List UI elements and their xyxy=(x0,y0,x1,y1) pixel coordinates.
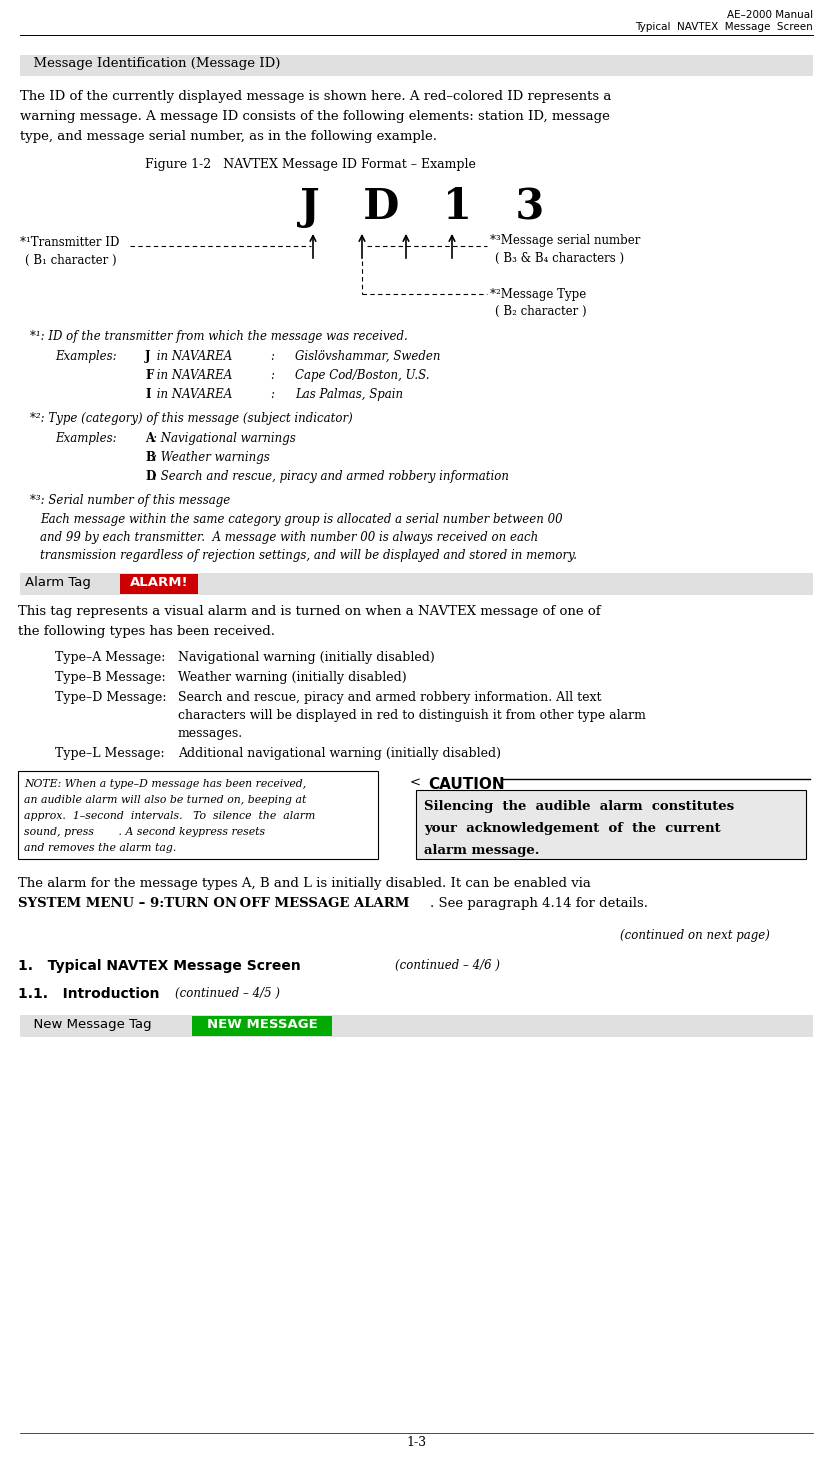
Text: NOTE: When a type–D message has been received,: NOTE: When a type–D message has been rec… xyxy=(24,779,307,789)
Text: *²: Type (category) of this message (subject indicator): *²: Type (category) of this message (sub… xyxy=(30,412,352,425)
Text: Message Identification (Message ID): Message Identification (Message ID) xyxy=(25,57,281,70)
Text: :: : xyxy=(270,370,274,381)
Text: CAUTION: CAUTION xyxy=(428,777,505,792)
Text: J: J xyxy=(145,351,151,362)
Bar xyxy=(18,771,378,859)
Text: *¹Transmitter ID: *¹Transmitter ID xyxy=(20,237,119,248)
Text: sound, press       . A second keypress resets: sound, press . A second keypress resets xyxy=(24,827,265,837)
Text: Silencing  the  audible  alarm  constitutes: Silencing the audible alarm constitutes xyxy=(424,801,734,812)
Text: (continued – 4/5 ): (continued – 4/5 ) xyxy=(175,988,280,999)
Text: The ID of the currently displayed message is shown here. A red–colored ID repres: The ID of the currently displayed messag… xyxy=(20,91,611,102)
Text: : Search and rescue, piracy and armed robbery information: : Search and rescue, piracy and armed ro… xyxy=(153,470,509,484)
Text: Type–L Message:: Type–L Message: xyxy=(55,747,165,760)
Text: Navigational warning (initially disabled): Navigational warning (initially disabled… xyxy=(178,652,435,663)
Text: in NAVAREA: in NAVAREA xyxy=(153,370,232,381)
Text: This tag represents a visual alarm and is turned on when a NAVTEX message of one: This tag represents a visual alarm and i… xyxy=(18,605,601,618)
Text: *³: Serial number of this message: *³: Serial number of this message xyxy=(30,494,230,507)
Text: Examples:: Examples: xyxy=(55,351,117,362)
Bar xyxy=(416,790,806,859)
Text: an audible alarm will also be turned on, beeping at: an audible alarm will also be turned on,… xyxy=(24,795,307,805)
Text: :: : xyxy=(270,389,274,400)
Text: New Message Tag: New Message Tag xyxy=(25,1018,152,1031)
Text: your  acknowledgement  of  the  current: your acknowledgement of the current xyxy=(424,823,721,836)
Bar xyxy=(20,573,813,595)
Text: Las Palmas, Spain: Las Palmas, Spain xyxy=(295,389,403,400)
Text: : Navigational warnings: : Navigational warnings xyxy=(153,432,296,446)
Text: B: B xyxy=(145,451,155,465)
Text: ( B₁ character ): ( B₁ character ) xyxy=(25,254,117,267)
Text: 1.1.   Introduction: 1.1. Introduction xyxy=(18,988,164,1001)
Text: Additional navigational warning (initially disabled): Additional navigational warning (initial… xyxy=(178,747,501,760)
Text: Search and rescue, piracy and armed robbery information. All text: Search and rescue, piracy and armed robb… xyxy=(178,691,601,704)
Text: A: A xyxy=(145,432,154,446)
Text: Cape Cod/Boston, U.S.: Cape Cod/Boston, U.S. xyxy=(295,370,430,381)
Text: Alarm Tag: Alarm Tag xyxy=(25,576,91,589)
Text: (continued on next page): (continued on next page) xyxy=(620,929,770,942)
Text: 1-3: 1-3 xyxy=(407,1436,426,1449)
Text: ALARM!: ALARM! xyxy=(130,576,188,589)
Text: Type–D Message:: Type–D Message: xyxy=(55,691,167,704)
Text: The alarm for the message types A, B and L is initially disabled. It can be enab: The alarm for the message types A, B and… xyxy=(18,877,591,890)
Text: the following types has been received.: the following types has been received. xyxy=(18,625,275,638)
Text: NEW MESSAGE: NEW MESSAGE xyxy=(207,1018,317,1031)
Text: Gislövshammar, Sweden: Gislövshammar, Sweden xyxy=(295,351,441,362)
Text: J   D   1   3: J D 1 3 xyxy=(300,186,544,228)
Text: Type–A Message:: Type–A Message: xyxy=(55,652,166,663)
Text: Weather warning (initially disabled): Weather warning (initially disabled) xyxy=(178,671,407,684)
Text: *³Message serial number: *³Message serial number xyxy=(490,234,641,247)
Text: in NAVAREA: in NAVAREA xyxy=(153,351,232,362)
Bar xyxy=(192,1015,332,1036)
Text: warning message. A message ID consists of the following elements: station ID, me: warning message. A message ID consists o… xyxy=(20,110,610,123)
Text: approx.  1–second  intervals.   To  silence  the  alarm: approx. 1–second intervals. To silence t… xyxy=(24,811,316,821)
Text: *¹: ID of the transmitter from which the message was received.: *¹: ID of the transmitter from which the… xyxy=(30,330,407,343)
Bar xyxy=(20,1015,813,1037)
Text: and 99 by each transmitter.  A message with number 00 is always received on each: and 99 by each transmitter. A message wi… xyxy=(40,530,538,543)
Text: alarm message.: alarm message. xyxy=(424,844,540,858)
Text: and removes the alarm tag.: and removes the alarm tag. xyxy=(24,843,177,853)
Text: :: : xyxy=(270,351,274,362)
Text: D: D xyxy=(145,470,155,484)
Text: F: F xyxy=(145,370,153,381)
Bar xyxy=(120,574,198,595)
Text: type, and message serial number, as in the following example.: type, and message serial number, as in t… xyxy=(20,130,437,143)
Text: AE–2000 Manual: AE–2000 Manual xyxy=(727,10,813,20)
Text: Each message within the same category group is allocated a serial number between: Each message within the same category gr… xyxy=(40,513,562,526)
Bar xyxy=(20,56,813,76)
Text: : Weather warnings: : Weather warnings xyxy=(153,451,270,465)
Text: characters will be displayed in red to distinguish it from other type alarm: characters will be displayed in red to d… xyxy=(178,709,646,722)
Text: <: < xyxy=(410,777,421,790)
Text: *²Message Type: *²Message Type xyxy=(490,288,586,301)
Text: Figure 1-2   NAVTEX Message ID Format – Example: Figure 1-2 NAVTEX Message ID Format – Ex… xyxy=(145,158,476,171)
Text: Examples:: Examples: xyxy=(55,432,117,446)
Text: Type–B Message:: Type–B Message: xyxy=(55,671,166,684)
Text: 1.   Typical NAVTEX Message Screen: 1. Typical NAVTEX Message Screen xyxy=(18,958,306,973)
Text: in NAVAREA: in NAVAREA xyxy=(153,389,232,400)
Text: (continued – 4/6 ): (continued – 4/6 ) xyxy=(395,958,500,972)
Text: messages.: messages. xyxy=(178,728,243,741)
Text: SYSTEM MENU – 9:TURN ON OFF MESSAGE ALARM: SYSTEM MENU – 9:TURN ON OFF MESSAGE ALAR… xyxy=(18,897,409,910)
Text: transmission regardless of rejection settings, and will be displayed and stored : transmission regardless of rejection set… xyxy=(40,549,577,562)
Text: Typical  NAVTEX  Message  Screen: Typical NAVTEX Message Screen xyxy=(636,22,813,32)
Text: ( B₂ character ): ( B₂ character ) xyxy=(495,305,586,318)
Text: ( B₃ & B₄ characters ): ( B₃ & B₄ characters ) xyxy=(495,251,624,264)
Text: I: I xyxy=(145,389,151,400)
Text: . See paragraph 4.14 for details.: . See paragraph 4.14 for details. xyxy=(430,897,648,910)
